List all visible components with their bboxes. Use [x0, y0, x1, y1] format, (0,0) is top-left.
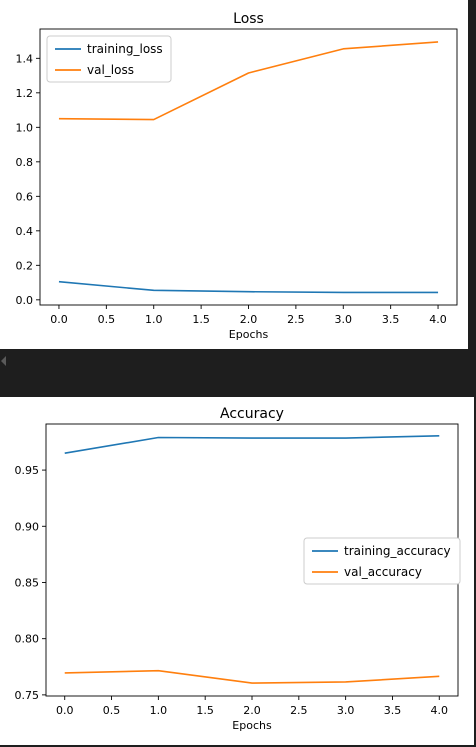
y-tick-label: 0.0	[16, 294, 34, 307]
y-tick-label: 0.4	[16, 225, 34, 238]
x-axis-label: Epochs	[232, 719, 272, 732]
x-tick-label: 1.0	[150, 704, 168, 717]
y-tick-label: 0.8	[16, 156, 34, 169]
legend-label: training_accuracy	[344, 544, 451, 558]
y-tick-label: 1.2	[16, 87, 34, 100]
y-tick-label: 0.75	[15, 689, 40, 702]
chart-title: Loss	[233, 11, 264, 27]
series-line-val_loss	[58, 41, 439, 121]
legend-label: training_loss	[87, 42, 163, 56]
x-tick-label: 3.0	[337, 704, 355, 717]
x-tick-label: 3.0	[335, 313, 353, 326]
x-tick-label: 1.5	[192, 313, 210, 326]
x-tick-label: 4.0	[431, 704, 449, 717]
x-tick-label: 2.0	[243, 704, 261, 717]
x-tick-label: 2.5	[290, 704, 308, 717]
y-tick-label: 1.4	[16, 52, 34, 65]
x-tick-label: 3.5	[384, 704, 402, 717]
loss-chart-panel: Loss 0.0 0.5 1.0 1.5 2.0 2.5 3.0 3.5 4.0 0.0 0.2 0.4…	[0, 0, 468, 349]
y-tick-label: 0.95	[15, 464, 40, 477]
plot-frame	[39, 28, 458, 306]
x-tick-label: 0.0	[50, 313, 68, 326]
scroll-left-icon[interactable]	[1, 356, 6, 366]
x-axis-label: Epochs	[229, 328, 269, 341]
x-tick-label: 0.0	[56, 704, 74, 717]
accuracy-chart: Accuracy 0.0 0.5 1.0 1.5 2.0 2.5 3.0 3.5 4.0 0.75 0…	[15, 406, 461, 732]
legend: training_loss val_loss	[46, 35, 172, 83]
legend: training_accuracy val_accuracy	[303, 537, 461, 585]
x-tick-label: 0.5	[98, 313, 116, 326]
x-tick-label: 2.0	[240, 313, 258, 326]
legend-label: val_loss	[87, 63, 134, 77]
y-tick-label: 0.6	[16, 190, 34, 203]
y-tick-label: 0.2	[16, 259, 34, 272]
series-line-val_accuracy	[64, 669, 440, 684]
x-tick-label: 3.5	[382, 313, 400, 326]
accuracy-chart-panel: Accuracy 0.0 0.5 1.0 1.5 2.0 2.5 3.0 3.5 4.0 0.75 0…	[0, 397, 474, 745]
loss-chart: Loss 0.0 0.5 1.0 1.5 2.0 2.5 3.0 3.5 4.0 0.0 0.2 0.4…	[16, 11, 458, 341]
y-tick-label: 0.85	[15, 576, 40, 589]
series-line-training_loss	[58, 280, 439, 294]
series-line-training_accuracy	[64, 435, 440, 455]
y-tick-label: 0.90	[15, 520, 40, 533]
legend-box	[303, 537, 461, 585]
x-tick-label: 4.0	[429, 313, 447, 326]
y-tick-label: 1.0	[16, 121, 34, 134]
x-tick-label: 1.5	[196, 704, 214, 717]
chart-title: Accuracy	[220, 406, 284, 422]
legend-label: val_accuracy	[344, 565, 422, 579]
x-tick-label: 2.5	[287, 313, 305, 326]
y-tick-label: 0.80	[15, 633, 40, 646]
x-tick-label: 1.0	[145, 313, 163, 326]
x-tick-label: 0.5	[103, 704, 121, 717]
